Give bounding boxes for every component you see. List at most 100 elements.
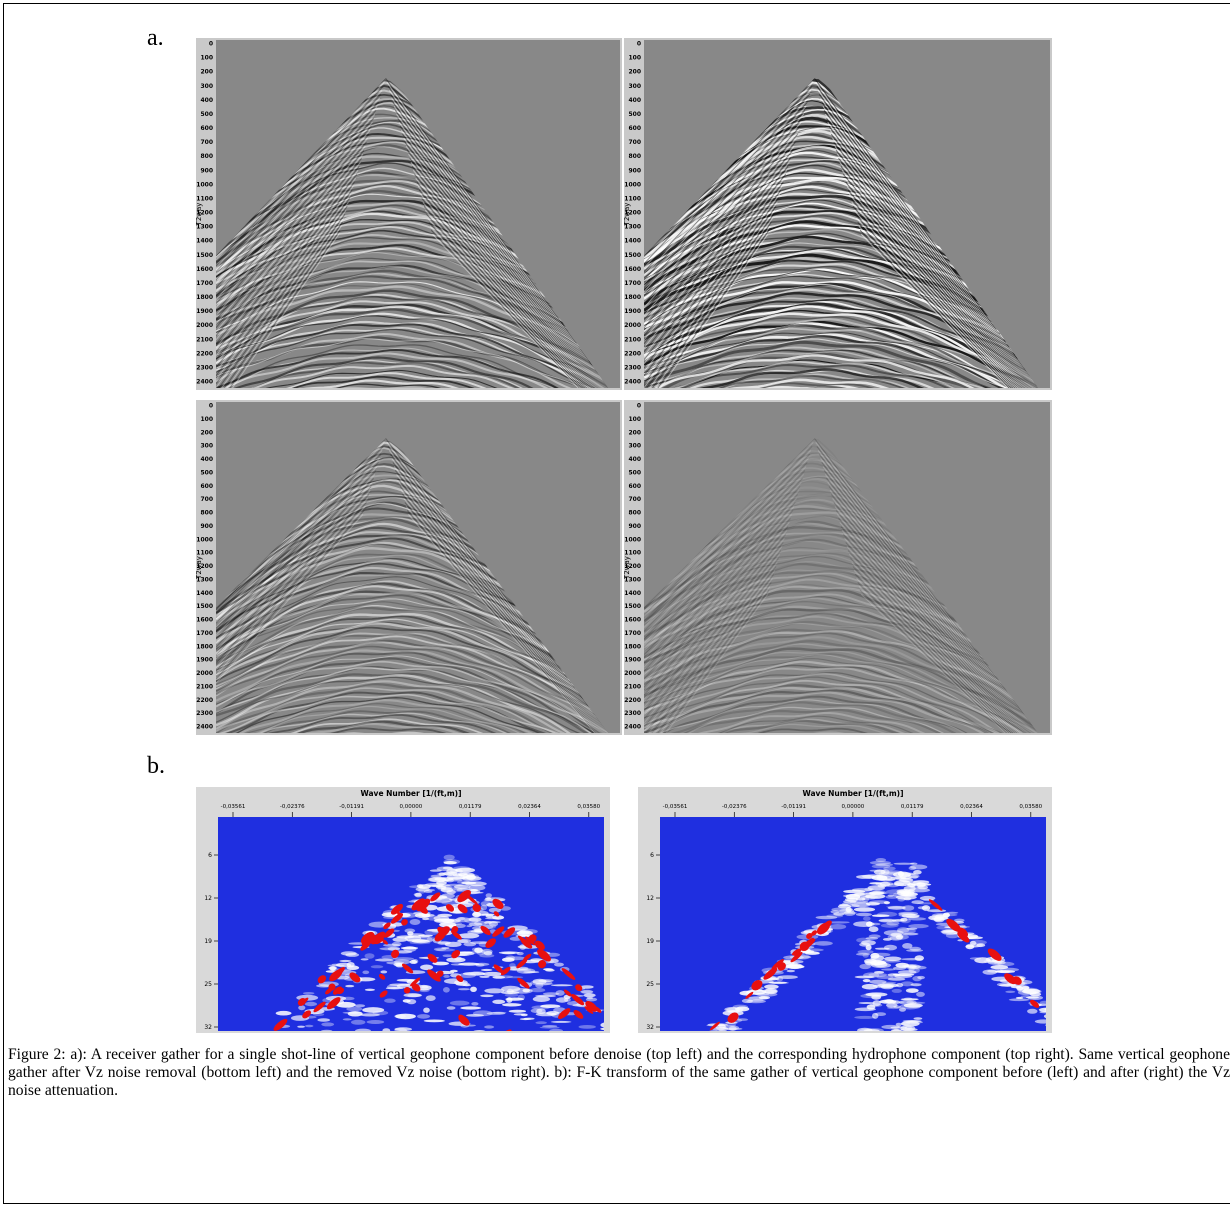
linear-noise — [216, 225, 342, 388]
wavelet — [216, 260, 608, 359]
energy — [927, 909, 947, 913]
peak — [571, 993, 585, 1006]
energy — [304, 1001, 317, 1007]
energy — [470, 986, 477, 992]
linear-noise — [216, 181, 355, 361]
energy — [893, 966, 906, 970]
energy — [903, 897, 912, 901]
energy — [695, 1039, 716, 1040]
energy — [473, 1030, 486, 1031]
linear-noise — [835, 510, 1038, 733]
linear-noise — [824, 113, 1038, 388]
linear-noise — [216, 205, 348, 385]
energy — [439, 922, 457, 928]
energy — [430, 874, 442, 878]
wavelet — [644, 334, 1038, 388]
linear-noise — [386, 442, 608, 733]
energy — [380, 970, 388, 974]
linear-noise — [827, 482, 1038, 733]
energy — [482, 971, 503, 977]
peak — [416, 903, 428, 914]
panel-label: a. — [147, 25, 164, 51]
energy — [1023, 987, 1039, 994]
linear-noise — [416, 181, 608, 388]
energy — [531, 1005, 551, 1010]
energy — [777, 975, 798, 979]
y-tick-label: 1000 — [624, 536, 641, 543]
energy — [443, 987, 450, 993]
energy — [432, 961, 450, 966]
energy — [974, 957, 991, 964]
energy — [786, 969, 795, 973]
energy — [901, 1021, 911, 1026]
energy — [317, 1018, 331, 1022]
energy — [555, 997, 569, 1003]
x-tick-label: 0,02364 — [960, 804, 983, 810]
linear-noise — [393, 105, 608, 388]
y-tick-label: 2400 — [624, 379, 641, 386]
energy — [893, 862, 915, 865]
wavelet — [216, 651, 608, 733]
linear-noise — [644, 217, 773, 388]
linear-noise — [839, 161, 1038, 388]
energy — [441, 901, 463, 905]
y-tick-label: 900 — [200, 167, 213, 174]
peak — [518, 1033, 533, 1040]
seismic-panel: 0 100 200 300 400 500 600 700 800 900 1000 1100 1200… — [195, 400, 622, 735]
energy — [921, 905, 931, 911]
energy — [437, 941, 451, 945]
y-tick-label: 700 — [628, 139, 641, 146]
linear-noise — [841, 530, 1038, 733]
x-tick-label: 0,03580 — [577, 804, 600, 810]
linear-noise — [398, 482, 608, 733]
linear-noise — [828, 486, 1038, 733]
wavelet — [644, 723, 1038, 733]
linear-noise — [394, 470, 608, 733]
energy — [875, 1012, 887, 1016]
linear-noise — [644, 578, 773, 733]
energy — [916, 991, 925, 997]
linear-noise — [644, 193, 781, 373]
linear-noise — [821, 101, 1038, 388]
peak — [1076, 1036, 1092, 1040]
energy — [997, 961, 1015, 967]
linear-noise — [833, 502, 1038, 733]
wavelet — [644, 612, 1038, 707]
energy — [329, 966, 337, 971]
linear-noise — [386, 81, 608, 388]
energy — [906, 927, 918, 930]
energy — [449, 1000, 470, 1006]
wavelet — [644, 691, 1038, 733]
energy — [869, 979, 887, 985]
wavelet — [216, 626, 608, 724]
linear-noise — [860, 594, 1038, 733]
linear-noise — [216, 121, 373, 301]
energy — [443, 854, 455, 861]
energy — [827, 921, 850, 924]
linear-noise — [826, 478, 1038, 733]
linear-noise — [410, 161, 608, 388]
y-tick-label: 1900 — [624, 657, 641, 664]
energy — [416, 884, 424, 889]
energy — [516, 951, 524, 956]
energy — [409, 885, 432, 889]
peak — [516, 958, 528, 969]
wavelet — [644, 689, 1038, 733]
linear-noise — [822, 105, 1038, 388]
peak — [573, 1010, 584, 1019]
peak — [1004, 973, 1017, 985]
linear-noise — [216, 149, 365, 329]
linear-noise — [216, 213, 346, 388]
energy — [1008, 998, 1030, 1002]
wavelet — [216, 621, 608, 718]
energy — [468, 917, 482, 922]
linear-noise — [644, 474, 805, 644]
wavelet — [216, 615, 608, 708]
energy — [370, 965, 384, 969]
wavelet — [644, 320, 1038, 388]
wavelet — [216, 281, 608, 370]
y-tick-label: 2200 — [196, 350, 213, 357]
energy — [784, 964, 805, 969]
energy — [880, 869, 890, 875]
energy — [585, 997, 598, 1002]
